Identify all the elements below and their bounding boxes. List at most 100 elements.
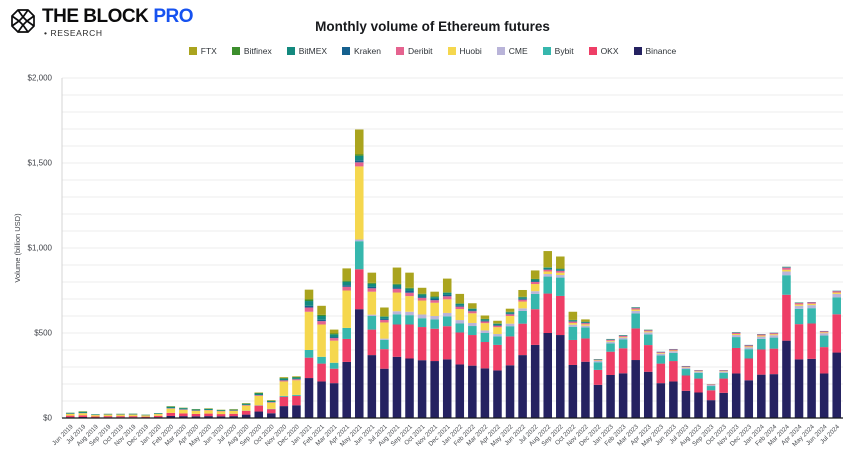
bar-segment[interactable] bbox=[66, 413, 75, 416]
bar-segment[interactable] bbox=[329, 337, 339, 339]
bar-segment[interactable] bbox=[669, 352, 678, 362]
bar-segment[interactable] bbox=[568, 339, 578, 365]
bar-segment[interactable] bbox=[505, 326, 515, 337]
bar-segment[interactable] bbox=[417, 293, 427, 295]
bar-segment[interactable] bbox=[204, 410, 213, 414]
bar-segment[interactable] bbox=[241, 403, 251, 405]
bar-segment[interactable] bbox=[819, 332, 829, 334]
bar-segment[interactable] bbox=[417, 360, 427, 418]
bar-segment[interactable] bbox=[329, 340, 339, 363]
bar-segment[interactable] bbox=[430, 299, 439, 301]
bar-segment[interactable] bbox=[556, 269, 565, 271]
bar-segment[interactable] bbox=[769, 348, 779, 375]
bar-segment[interactable] bbox=[367, 355, 377, 418]
bar-segment[interactable] bbox=[392, 311, 402, 315]
bar-segment[interactable] bbox=[468, 326, 477, 336]
bar-segment[interactable] bbox=[468, 303, 477, 309]
bar-segment[interactable] bbox=[229, 409, 238, 411]
bar-segment[interactable] bbox=[267, 409, 276, 414]
bar-segment[interactable] bbox=[204, 413, 213, 417]
bar-segment[interactable] bbox=[417, 296, 427, 298]
bar-segment[interactable] bbox=[782, 294, 791, 341]
bar-segment[interactable] bbox=[744, 347, 754, 350]
bar-segment[interactable] bbox=[430, 300, 439, 303]
bar-segment[interactable] bbox=[417, 318, 427, 328]
bar-segment[interactable] bbox=[669, 361, 678, 382]
bar-segment[interactable] bbox=[405, 324, 414, 359]
bar-segment[interactable] bbox=[468, 365, 477, 418]
bar-segment[interactable] bbox=[166, 412, 176, 416]
legend-item-huobi[interactable]: Huobi bbox=[447, 46, 482, 56]
bar-segment[interactable] bbox=[694, 372, 703, 379]
bar-segment[interactable] bbox=[254, 393, 264, 396]
bar-segment[interactable] bbox=[480, 315, 490, 319]
bar-segment[interactable] bbox=[556, 335, 565, 418]
bar-segment[interactable] bbox=[91, 415, 100, 417]
bar-segment[interactable] bbox=[819, 333, 829, 336]
bar-segment[interactable] bbox=[204, 416, 213, 418]
bar-segment[interactable] bbox=[267, 400, 276, 401]
bar-segment[interactable] bbox=[317, 324, 326, 357]
bar-segment[interactable] bbox=[216, 411, 226, 415]
bar-segment[interactable] bbox=[493, 325, 502, 326]
bar-segment[interactable] bbox=[292, 394, 301, 396]
bar-segment[interactable] bbox=[367, 316, 377, 330]
bar-segment[interactable] bbox=[794, 359, 804, 418]
bar-segment[interactable] bbox=[518, 301, 527, 309]
bar-segment[interactable] bbox=[543, 276, 552, 294]
bar-segment[interactable] bbox=[694, 370, 703, 372]
bar-segment[interactable] bbox=[669, 381, 678, 418]
bar-segment[interactable] bbox=[430, 297, 439, 299]
bar-segment[interactable] bbox=[493, 323, 502, 324]
bar-segment[interactable] bbox=[329, 368, 339, 384]
bar-segment[interactable] bbox=[581, 322, 590, 324]
bar-segment[interactable] bbox=[719, 392, 728, 418]
bar-segment[interactable] bbox=[518, 355, 527, 418]
bar-segment[interactable] bbox=[493, 325, 502, 328]
bar-segment[interactable] bbox=[530, 278, 540, 280]
bar-segment[interactable] bbox=[392, 287, 402, 289]
bar-segment[interactable] bbox=[568, 364, 578, 418]
bar-segment[interactable] bbox=[279, 378, 289, 379]
bar-segment[interactable] bbox=[782, 340, 791, 418]
bar-segment[interactable] bbox=[317, 305, 326, 315]
bar-segment[interactable] bbox=[304, 378, 314, 418]
bar-segment[interactable] bbox=[179, 413, 188, 417]
bar-segment[interactable] bbox=[317, 316, 326, 320]
bar-segment[interactable] bbox=[757, 349, 766, 375]
bar-segment[interactable] bbox=[354, 309, 364, 418]
bar-segment[interactable] bbox=[66, 413, 75, 414]
bar-segment[interactable] bbox=[794, 305, 804, 309]
bar-segment[interactable] bbox=[807, 358, 816, 418]
bar-segment[interactable] bbox=[618, 336, 628, 338]
bar-segment[interactable] bbox=[618, 337, 628, 340]
bar-segment[interactable] bbox=[832, 293, 841, 298]
bar-segment[interactable] bbox=[279, 380, 289, 382]
bar-segment[interactable] bbox=[593, 360, 603, 361]
bar-segment[interactable] bbox=[317, 381, 326, 418]
bar-segment[interactable] bbox=[455, 332, 465, 365]
bar-segment[interactable] bbox=[241, 405, 251, 406]
bar-segment[interactable] bbox=[241, 414, 251, 418]
bar-segment[interactable] bbox=[380, 349, 389, 369]
legend-item-bitfinex[interactable]: Bitfinex bbox=[231, 46, 272, 56]
bar-segment[interactable] bbox=[342, 268, 351, 281]
bar-segment[interactable] bbox=[518, 308, 527, 311]
bar-segment[interactable] bbox=[91, 416, 100, 418]
bar-segment[interactable] bbox=[468, 308, 477, 309]
bar-segment[interactable] bbox=[455, 306, 465, 310]
bar-segment[interactable] bbox=[719, 371, 728, 372]
bar-segment[interactable] bbox=[229, 413, 238, 417]
bar-segment[interactable] bbox=[367, 291, 377, 315]
bar-segment[interactable] bbox=[392, 324, 402, 357]
bar-segment[interactable] bbox=[380, 338, 389, 340]
bar-segment[interactable] bbox=[442, 292, 452, 295]
bar-segment[interactable] bbox=[292, 380, 301, 395]
bar-segment[interactable] bbox=[631, 307, 640, 309]
bar-segment[interactable] bbox=[292, 377, 301, 378]
bar-segment[interactable] bbox=[643, 334, 653, 346]
bar-segment[interactable] bbox=[568, 322, 578, 325]
bar-segment[interactable] bbox=[505, 316, 515, 324]
bar-segment[interactable] bbox=[103, 416, 113, 418]
bar-segment[interactable] bbox=[480, 330, 490, 333]
